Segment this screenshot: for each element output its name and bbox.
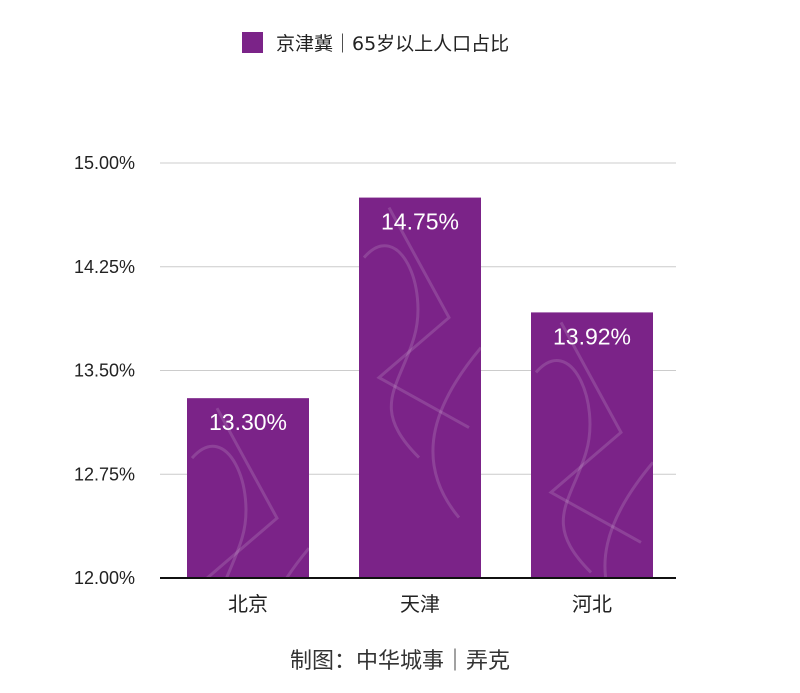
- bar: [187, 398, 309, 578]
- legend-swatch: [242, 32, 263, 53]
- y-tick-label: 12.00%: [74, 568, 135, 588]
- y-axis-ticks: 12.00% 12.75% 13.50% 14.25% 15.00%: [74, 153, 135, 588]
- y-tick-label: 15.00%: [74, 153, 135, 173]
- y-tick-label: 14.25%: [74, 257, 135, 277]
- bar-value-label: 13.92%: [553, 323, 631, 349]
- legend: 京津冀｜65岁以上人口占比: [242, 32, 509, 55]
- bar: [531, 312, 653, 578]
- data-labels: 13.30% 14.75% 13.92%: [209, 209, 631, 436]
- bar-group: [531, 312, 653, 578]
- x-axis-categories: 北京 天津 河北: [228, 592, 612, 616]
- bars: [187, 197, 653, 579]
- x-category-label: 北京: [228, 592, 268, 616]
- bar: [359, 197, 481, 579]
- bar-group: [187, 398, 309, 578]
- bar-watermark: [362, 206, 481, 519]
- bar-watermark: [190, 407, 309, 578]
- bar-value-label: 13.30%: [209, 409, 287, 435]
- bar-value-label: 14.75%: [381, 209, 459, 235]
- y-tick-label: 13.50%: [74, 361, 135, 381]
- y-tick-label: 12.75%: [74, 464, 135, 484]
- chart-credit: 制图：中华城事｜弄克: [290, 649, 510, 674]
- bar-watermark: [534, 321, 653, 578]
- legend-label: 京津冀｜65岁以上人口占比: [276, 33, 509, 55]
- x-category-label: 天津: [400, 592, 440, 616]
- x-category-label: 河北: [572, 592, 612, 616]
- bar-group: [359, 197, 481, 579]
